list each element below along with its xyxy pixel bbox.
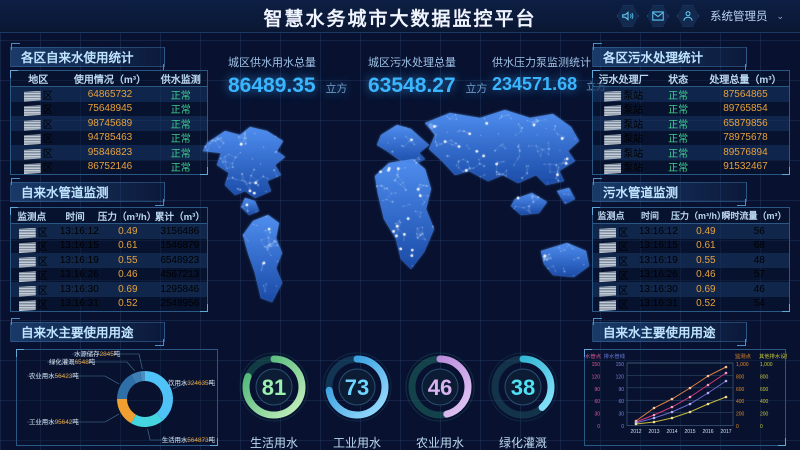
svg-text:90: 90: [618, 387, 624, 393]
svg-text:工业用水95642吨: 工业用水95642吨: [29, 417, 79, 426]
svg-text:0: 0: [736, 424, 739, 430]
svg-text:饮用水324635吨: 饮用水324635吨: [168, 378, 216, 387]
svg-text:排水管点: 排水管点: [585, 352, 602, 360]
svg-text:46: 46: [428, 375, 452, 400]
svg-text:排水管线: 排水管线: [604, 352, 626, 360]
svg-text:60: 60: [618, 399, 624, 405]
svg-text:120: 120: [616, 374, 625, 380]
svg-text:绿化灌溉6548吨: 绿化灌溉6548吨: [49, 357, 96, 366]
svg-text:水源储存2845吨: 水源储存2845吨: [74, 350, 121, 358]
svg-text:30: 30: [618, 412, 624, 418]
svg-text:150: 150: [616, 362, 625, 368]
svg-text:400: 400: [760, 399, 769, 405]
svg-text:生活用水564873吨: 生活用水564873吨: [162, 435, 216, 444]
svg-text:200: 200: [760, 412, 769, 418]
svg-text:0: 0: [597, 424, 600, 430]
svg-text:2013: 2013: [648, 429, 659, 435]
svg-text:0: 0: [760, 424, 763, 430]
svg-text:120: 120: [592, 374, 601, 380]
svg-text:400: 400: [736, 399, 745, 405]
svg-text:800: 800: [760, 374, 769, 380]
svg-text:90: 90: [594, 387, 600, 393]
svg-text:800: 800: [736, 374, 745, 380]
svg-text:81: 81: [262, 375, 286, 400]
svg-text:0: 0: [621, 424, 624, 430]
svg-text:150: 150: [592, 362, 601, 368]
svg-text:农业用水56423吨: 农业用水56423吨: [29, 371, 79, 380]
svg-text:2014: 2014: [666, 429, 677, 435]
svg-text:2012: 2012: [630, 429, 641, 435]
svg-text:2016: 2016: [702, 429, 713, 435]
svg-text:其他排水设施: 其他排水设施: [759, 352, 787, 360]
svg-text:2017: 2017: [720, 429, 731, 435]
svg-text:600: 600: [760, 387, 769, 393]
svg-text:200: 200: [736, 412, 745, 418]
svg-text:60: 60: [594, 399, 600, 405]
svg-text:1,000: 1,000: [760, 362, 773, 368]
svg-text:600: 600: [736, 387, 745, 393]
svg-text:1,000: 1,000: [736, 362, 749, 368]
svg-text:73: 73: [345, 375, 369, 400]
svg-text:2015: 2015: [684, 429, 695, 435]
svg-text:监测点: 监测点: [735, 352, 752, 360]
svg-text:38: 38: [511, 375, 535, 400]
svg-text:30: 30: [594, 412, 600, 418]
